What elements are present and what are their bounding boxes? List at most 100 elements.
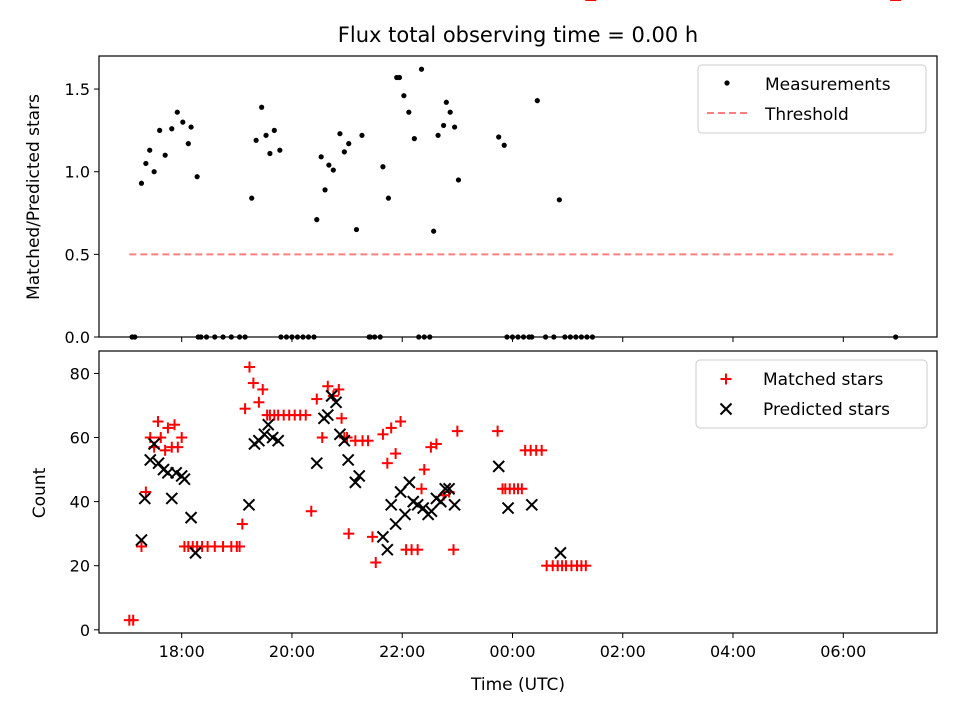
matched-star-point <box>300 409 312 421</box>
measurement-point <box>249 195 255 201</box>
matched-star-point <box>172 441 184 453</box>
predicted-star-point <box>310 456 323 470</box>
measurement-point <box>263 132 269 138</box>
top-legend-box <box>697 64 927 134</box>
matched-star-point <box>159 444 171 456</box>
matched-star-point <box>311 393 323 405</box>
predicted-star-point <box>242 498 256 512</box>
x-stroke-b <box>152 456 165 470</box>
matched-star-point <box>492 425 504 437</box>
predicted-star-point <box>184 511 198 524</box>
matched-star-point <box>127 614 139 626</box>
matched-star-point <box>234 540 246 552</box>
predicted-star-point <box>398 508 412 521</box>
measurement-point <box>435 132 441 138</box>
x-stroke-b <box>165 492 178 505</box>
matched-star-point <box>244 361 256 373</box>
legend-predicted-marker <box>719 402 733 416</box>
bottom-x-axis: 18:00 20:00 22:00 00:00 02:00 04:00 06:00 <box>159 633 866 661</box>
bottom-panel: 0 20 40 60 80 18:00 20:00 22:00 00:00 02:00 04:00… <box>30 0 938 695</box>
measurement-point <box>431 228 437 234</box>
measurement-point <box>259 104 265 110</box>
measurement-point <box>180 119 186 125</box>
measurement-point <box>359 132 365 138</box>
measurement-point <box>455 177 462 183</box>
matched-star-point <box>247 377 259 389</box>
x-stroke-b <box>262 418 275 431</box>
measurement-point <box>147 147 153 153</box>
measurement-point <box>496 134 502 140</box>
measurement-point <box>138 180 145 186</box>
predicted-star-point <box>138 492 151 505</box>
measurement-point <box>169 126 175 132</box>
matched-star-point <box>377 428 389 440</box>
top-x-ticks <box>181 337 844 342</box>
predicted-star-point <box>144 453 157 467</box>
measurement-point <box>411 136 417 142</box>
bottom-x-tick-label: 18:00 <box>159 642 205 661</box>
bottom-plot-frame <box>98 350 938 634</box>
top-y-tick-label: 1.0 <box>65 163 90 182</box>
predicted-star-point <box>178 472 191 486</box>
measurement-point <box>185 141 191 147</box>
matched-star-point <box>390 448 402 460</box>
predicted-star-point <box>501 501 515 515</box>
predicted-star-point <box>321 408 335 422</box>
measurement-point <box>443 99 449 105</box>
x-stroke-b <box>439 482 452 496</box>
measurement-point <box>174 109 180 115</box>
x-stroke-b <box>242 498 256 512</box>
measurement-point <box>330 167 336 173</box>
predicted-star-point <box>333 428 347 441</box>
predicted-star-point <box>439 482 452 496</box>
measurement-point <box>353 226 360 233</box>
measurement-point <box>151 169 157 175</box>
predicted-star-point <box>448 498 461 512</box>
x-stroke-b <box>325 389 338 403</box>
x-stroke-b <box>349 476 362 489</box>
predicted-star-point <box>525 498 538 512</box>
bottom-plot-data <box>123 0 902 626</box>
matched-star-point <box>253 396 265 408</box>
bottom-legend-box <box>695 359 928 429</box>
matched-star-point <box>418 464 430 476</box>
bottom-y-tick-label: 60 <box>70 429 90 448</box>
legend-predicted-label: Predicted stars <box>763 400 890 420</box>
x-stroke-b <box>425 505 438 518</box>
x-stroke-b <box>434 495 448 508</box>
matched-star-point <box>412 544 424 556</box>
x-stroke-b <box>492 460 505 473</box>
measurement-point <box>396 74 403 81</box>
measurement-point <box>346 141 352 147</box>
matched-star-point <box>135 540 147 552</box>
x-stroke-b <box>147 437 161 451</box>
x-stroke-b <box>338 434 351 447</box>
x-stroke-b <box>333 428 347 441</box>
matched-star-point <box>430 438 442 450</box>
measurement-point <box>318 154 324 160</box>
predicted-star-point <box>416 501 430 515</box>
predicted-star-point <box>381 543 394 556</box>
bottom-x-tick-label: 04:00 <box>710 642 756 661</box>
x-stroke-b <box>353 469 366 483</box>
bottom-y-tick-label: 0 <box>80 621 90 640</box>
matched-star-point <box>236 518 248 530</box>
measurement-point <box>380 164 386 170</box>
measurement-point <box>322 187 328 193</box>
predicted-star-point <box>403 476 416 489</box>
predicted-star-point <box>262 418 275 431</box>
measurement-point <box>556 197 562 203</box>
top-y-tick-label: 0.5 <box>65 245 90 264</box>
predicted-star-point <box>165 492 178 505</box>
top-y-tick-label: 1.5 <box>65 80 90 99</box>
x-stroke-b <box>389 517 402 531</box>
top-panel: 0.0 0.5 1.0 1.5 Matched/Predicted stars Mea… <box>24 55 938 347</box>
x-stroke-b <box>381 543 394 556</box>
legend-measurement-marker <box>724 80 730 86</box>
x-stroke-b <box>178 472 191 486</box>
x-stroke-b <box>554 546 567 560</box>
x-stroke-b <box>271 434 285 447</box>
matched-star-point <box>385 422 397 434</box>
predicted-star-point <box>353 469 366 483</box>
